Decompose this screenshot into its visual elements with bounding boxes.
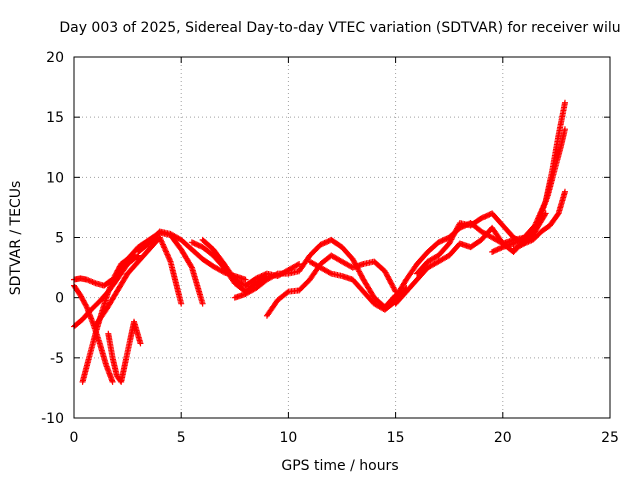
y-tick-label: -10 <box>41 411 64 427</box>
y-axis-label: SDTVAR / TECUs <box>8 181 24 296</box>
x-axis-label: GPS time / hours <box>281 458 398 474</box>
y-tick-label: 20 <box>46 50 64 66</box>
data-points <box>92 234 185 329</box>
tick-labels: 0 5 10 15 20 25 -10 -5 0 5 10 15 20 <box>41 50 619 446</box>
data-points <box>105 318 144 385</box>
series-arc-k <box>263 252 399 319</box>
x-tick-label: 5 <box>177 430 186 446</box>
data-points <box>521 188 568 247</box>
chart-title: Day 003 of 2025, Sidereal Day-to-day VTE… <box>59 20 620 36</box>
y-tick-label: 10 <box>46 170 64 186</box>
x-tick-label: 20 <box>494 430 512 446</box>
data-points <box>263 252 399 319</box>
plot-frame <box>73 56 611 419</box>
series-arc-f <box>92 234 185 329</box>
x-tick-label: 10 <box>279 430 297 446</box>
y-tick-label: 0 <box>55 291 64 307</box>
y-tick-label: 15 <box>46 110 64 126</box>
x-tick-label: 25 <box>601 430 619 446</box>
y-tick-label: -5 <box>50 351 64 367</box>
grid-lines <box>74 57 610 418</box>
x-tick-label: 15 <box>387 430 405 446</box>
series-arc-r <box>521 188 568 247</box>
x-tick-label: 0 <box>70 430 79 446</box>
y-tick-label: 5 <box>55 231 64 247</box>
series-arc-c <box>105 318 144 385</box>
